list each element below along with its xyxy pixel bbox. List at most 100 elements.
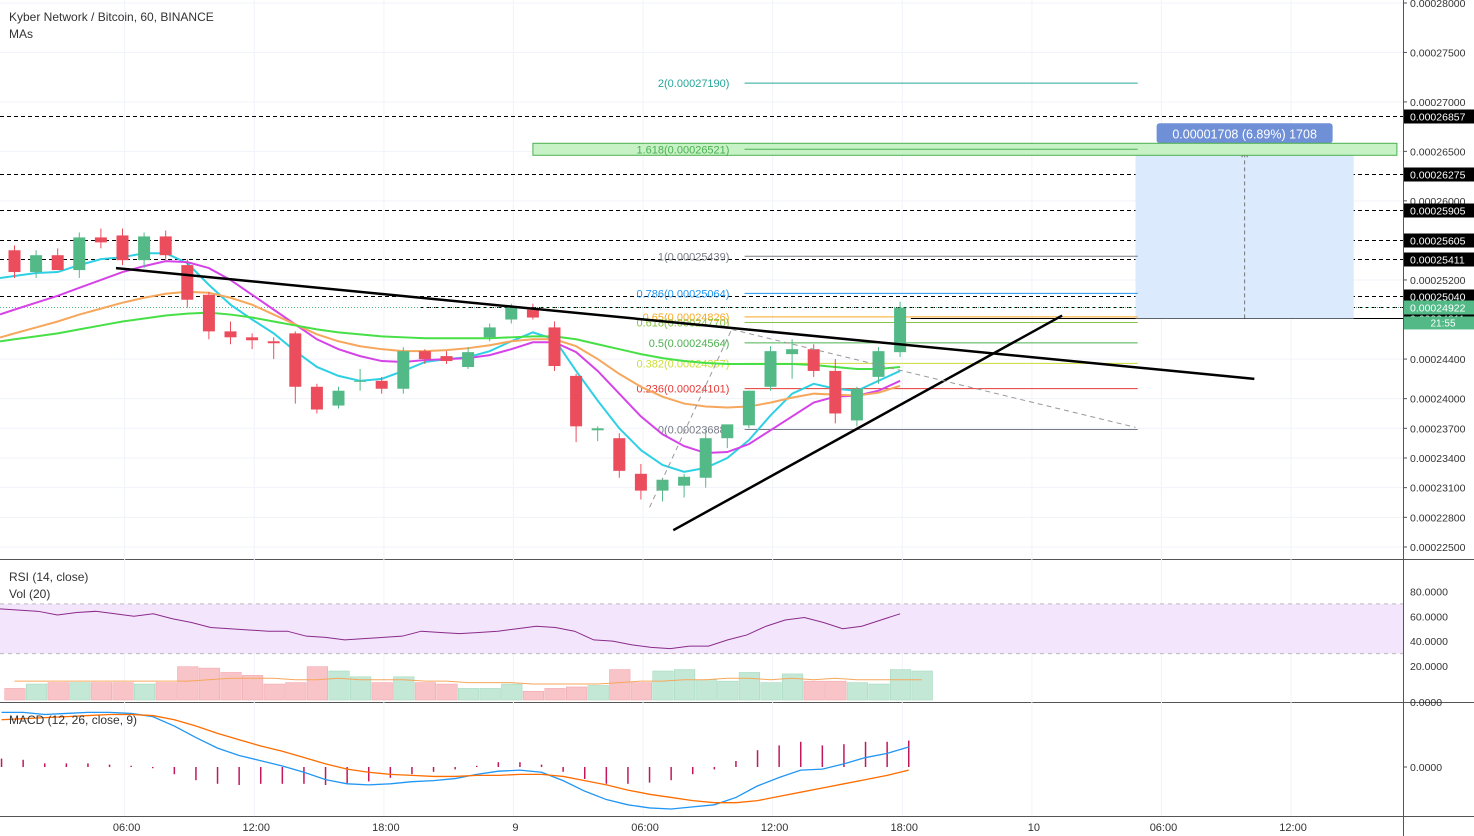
candle-body[interactable] xyxy=(807,349,820,371)
candle-body[interactable] xyxy=(73,237,86,271)
candle-body[interactable] xyxy=(570,375,583,427)
candle-body[interactable] xyxy=(678,476,691,486)
volume-bar xyxy=(371,682,393,701)
volume-zero-label: 0.0000 xyxy=(1410,697,1442,709)
candle-body[interactable] xyxy=(138,236,151,261)
time-tick-label: 9 xyxy=(512,822,518,834)
volume-bar xyxy=(306,666,328,701)
volume-bar xyxy=(328,670,350,701)
candle-body[interactable] xyxy=(548,327,561,366)
price-level-badge-label: 0.00025905 xyxy=(1410,206,1466,218)
volume-bar xyxy=(458,688,480,701)
volume-bar xyxy=(112,682,134,701)
trendline[interactable] xyxy=(115,266,1255,381)
candle-body[interactable] xyxy=(591,428,604,431)
volume-bar xyxy=(544,688,566,701)
price-level-badge xyxy=(1404,289,1474,304)
candle-body[interactable] xyxy=(94,237,107,243)
volume-bar xyxy=(695,679,717,701)
price-tick-label: 0.00026500 xyxy=(1410,146,1466,158)
candle-body[interactable] xyxy=(440,356,453,362)
moving-average-line xyxy=(0,308,15,316)
time-tick-label: 06:00 xyxy=(631,822,659,834)
time-tick-label: 06:00 xyxy=(113,822,141,834)
volume-bar xyxy=(177,666,199,701)
candle-body[interactable] xyxy=(786,349,799,355)
volume-bar xyxy=(890,669,912,701)
moving-average-line xyxy=(14,311,901,370)
candle-body[interactable] xyxy=(159,236,172,256)
volume-bar xyxy=(242,675,264,701)
fib-level-label: 0.786(0.00025064) xyxy=(636,288,729,300)
volume-bar xyxy=(393,676,415,701)
candle-body[interactable] xyxy=(116,235,129,261)
candle-body[interactable] xyxy=(656,479,669,491)
candle-body[interactable] xyxy=(375,380,388,389)
candle-body[interactable] xyxy=(829,370,842,414)
price-tick-label: 0.00023400 xyxy=(1410,453,1466,465)
candle-body[interactable] xyxy=(267,341,280,344)
price-tick-label: 0.00027500 xyxy=(1410,47,1466,59)
candle-body[interactable] xyxy=(721,424,734,439)
candle-body[interactable] xyxy=(526,309,539,318)
fib-level-label: 0.236(0.00024101) xyxy=(636,384,729,396)
price-level-badge xyxy=(1404,233,1474,248)
volume-pane[interactable] xyxy=(4,666,933,701)
volume-bar xyxy=(522,691,544,701)
price-level-badge-label: 0.00026275 xyxy=(1410,170,1466,182)
projection-badge-label: 0.00001708 (6.89%) 1708 xyxy=(1172,127,1317,141)
volume-bar xyxy=(90,682,112,701)
trendline-dashed[interactable] xyxy=(731,328,1136,428)
volume-bar xyxy=(198,667,220,701)
price-pane[interactable]: 0.00001708 (6.89%) 1708 2(0.00027190) 1.61… xyxy=(0,78,1403,532)
candle-body[interactable] xyxy=(202,294,215,332)
trendline-dashed[interactable] xyxy=(649,329,733,508)
candle-body[interactable] xyxy=(850,388,863,421)
volume-bar xyxy=(350,676,372,701)
candle-body[interactable] xyxy=(894,307,907,353)
volume-bar xyxy=(717,680,739,701)
candle-body[interactable] xyxy=(462,352,475,367)
signal-line xyxy=(1,713,909,804)
candle-body[interactable] xyxy=(742,390,755,426)
volume-bar xyxy=(414,682,436,701)
volume-bar xyxy=(4,688,26,701)
candle-body[interactable] xyxy=(246,337,259,341)
candle-body[interactable] xyxy=(332,390,345,406)
price-level-badge-label: 0.00026857 xyxy=(1410,112,1466,124)
rsi-tick-label: 20.0000 xyxy=(1410,661,1448,673)
candle-body[interactable] xyxy=(418,351,431,360)
time-tick-label: 12:00 xyxy=(761,822,789,834)
candle-body[interactable] xyxy=(872,351,885,377)
volume-bar xyxy=(760,682,782,701)
countdown-label: 21:55 xyxy=(1430,318,1455,329)
volume-bar xyxy=(479,688,501,701)
candle-body[interactable] xyxy=(8,250,21,273)
rsi-pane[interactable] xyxy=(0,603,1403,655)
candle-body[interactable] xyxy=(483,327,496,338)
candle-body[interactable] xyxy=(289,333,302,387)
time-tick-label: 18:00 xyxy=(372,822,400,834)
candle-body[interactable] xyxy=(310,386,323,410)
fib-level-label: 0(0.00023688) xyxy=(658,424,730,436)
candle-body[interactable] xyxy=(397,351,410,389)
candle-body[interactable] xyxy=(354,380,367,382)
candle-body[interactable] xyxy=(224,331,237,338)
candle-body[interactable] xyxy=(613,438,626,471)
volume-bar xyxy=(47,682,69,701)
candle-body[interactable] xyxy=(505,307,518,320)
volume-ma-line xyxy=(14,677,922,685)
volume-bar xyxy=(436,683,458,701)
candle-body[interactable] xyxy=(181,265,194,300)
rsi-line xyxy=(0,608,901,650)
trendline[interactable] xyxy=(672,314,1063,532)
candle-body[interactable] xyxy=(764,351,777,387)
price-level-badge xyxy=(1404,252,1474,267)
candle-body[interactable] xyxy=(634,473,647,491)
macd-pane[interactable] xyxy=(0,711,910,810)
candle-body[interactable] xyxy=(51,255,64,271)
candle-body[interactable] xyxy=(699,438,712,478)
candle-body[interactable] xyxy=(30,255,43,273)
